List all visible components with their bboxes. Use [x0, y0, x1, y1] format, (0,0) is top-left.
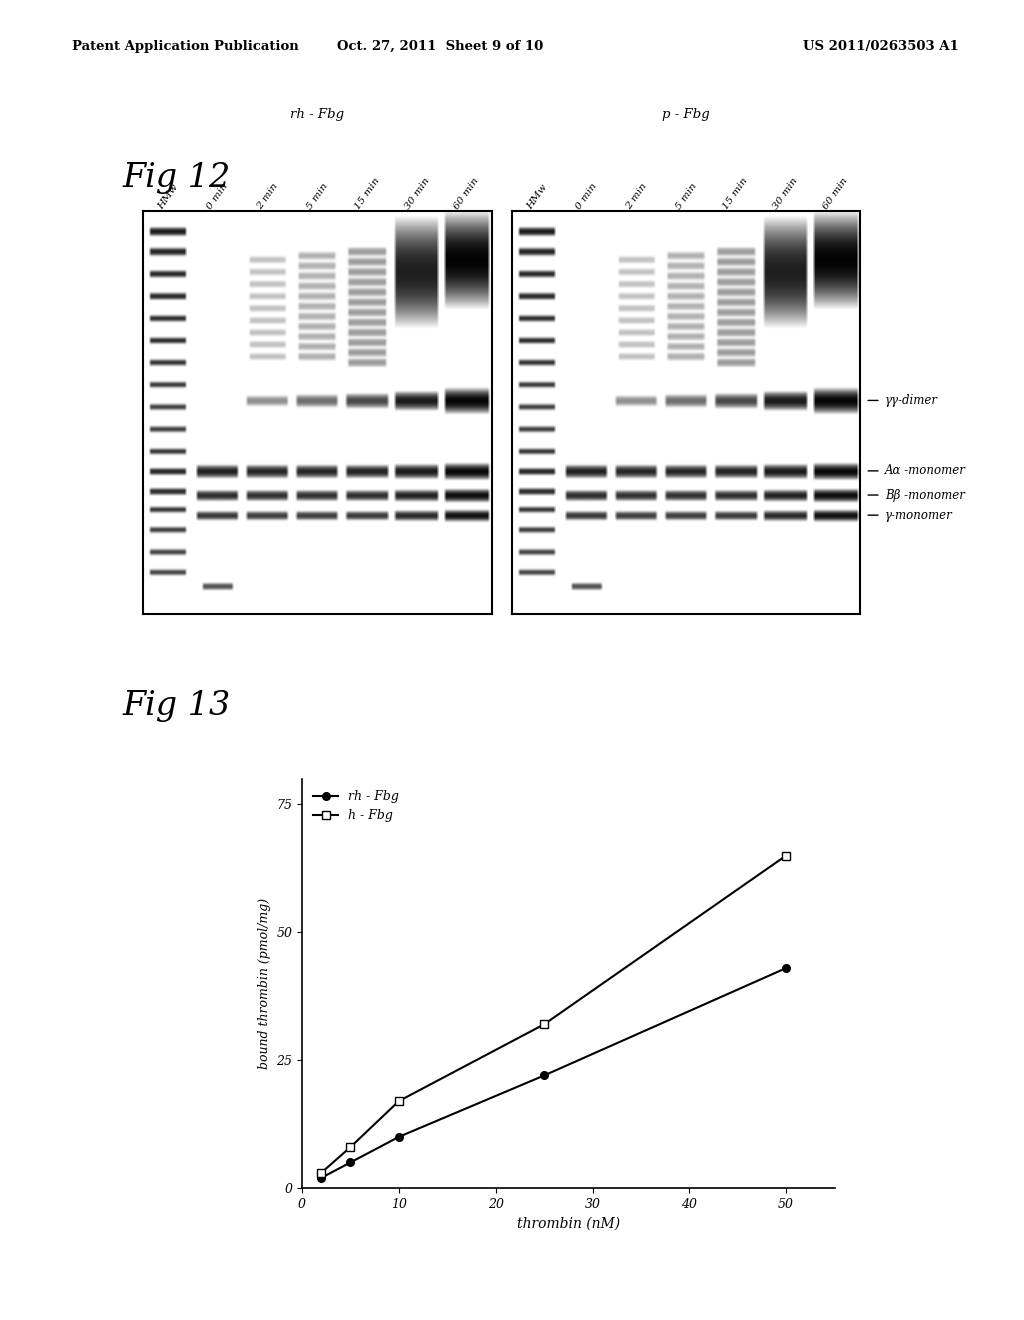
Text: 15 min: 15 min	[722, 177, 750, 211]
Text: 0 min: 0 min	[574, 182, 599, 211]
Line: h - Fbg: h - Fbg	[317, 851, 791, 1177]
Text: Bβ -monomer: Bβ -monomer	[885, 488, 965, 502]
Text: 30 min: 30 min	[771, 177, 800, 211]
rh - Fbg	[393, 1129, 406, 1144]
Text: Patent Application Publication: Patent Application Publication	[72, 40, 298, 53]
X-axis label: thrombin (nM): thrombin (nM)	[517, 1216, 620, 1230]
Text: 2 min: 2 min	[255, 182, 280, 211]
rh - Fbg	[538, 1068, 550, 1084]
h - Fbg	[393, 1093, 406, 1109]
Line: rh - Fbg: rh - Fbg	[317, 964, 790, 1181]
Text: γγ-dimer: γγ-dimer	[885, 393, 938, 407]
Text: 5 min: 5 min	[674, 182, 698, 211]
Text: Fig 12: Fig 12	[123, 162, 231, 194]
Text: 2 min: 2 min	[624, 182, 648, 211]
Text: 0 min: 0 min	[206, 182, 230, 211]
rh - Fbg	[315, 1170, 328, 1185]
h - Fbg	[780, 847, 793, 863]
Text: γ-monomer: γ-monomer	[885, 508, 952, 521]
Text: p - Fbg: p - Fbg	[663, 108, 710, 121]
Text: rh - Fbg: rh - Fbg	[291, 108, 344, 121]
rh - Fbg	[344, 1155, 356, 1171]
Text: US 2011/0263503 A1: US 2011/0263503 A1	[803, 40, 958, 53]
Text: Fig 13: Fig 13	[123, 690, 231, 722]
rh - Fbg	[780, 960, 793, 975]
Text: HMw: HMw	[525, 182, 549, 211]
h - Fbg	[538, 1016, 550, 1032]
Text: 15 min: 15 min	[353, 177, 381, 211]
Text: 60 min: 60 min	[453, 177, 481, 211]
Text: 30 min: 30 min	[402, 177, 431, 211]
Legend: rh - Fbg, h - Fbg: rh - Fbg, h - Fbg	[308, 785, 404, 828]
Text: Aα -monomer: Aα -monomer	[885, 465, 966, 478]
Text: Oct. 27, 2011  Sheet 9 of 10: Oct. 27, 2011 Sheet 9 of 10	[337, 40, 544, 53]
Text: 60 min: 60 min	[821, 177, 850, 211]
Y-axis label: bound thrombin (pmol/mg): bound thrombin (pmol/mg)	[258, 898, 270, 1069]
h - Fbg	[315, 1164, 328, 1180]
h - Fbg	[344, 1139, 356, 1155]
Text: 5 min: 5 min	[305, 182, 330, 211]
Text: HMw: HMw	[157, 182, 180, 211]
